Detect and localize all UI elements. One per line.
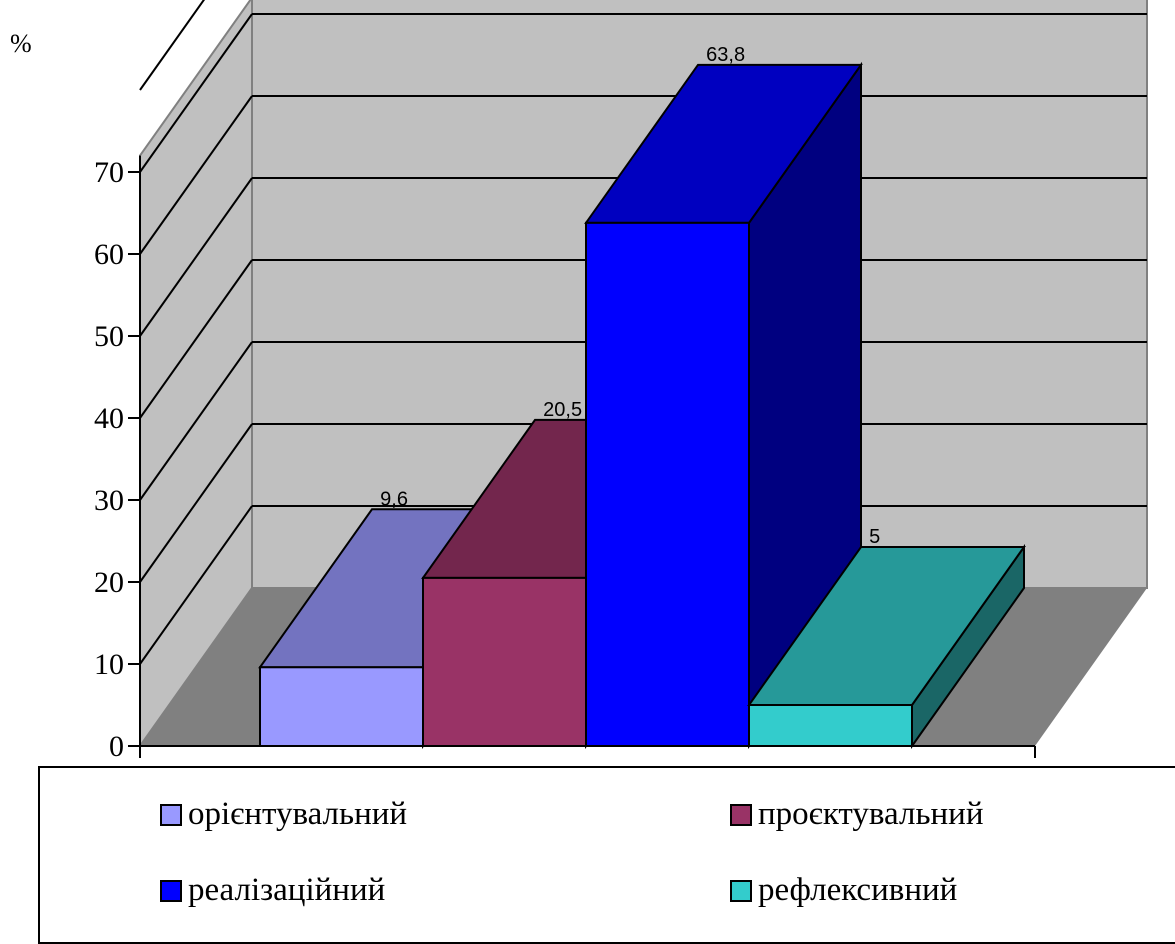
y-axis: 0 10 20 30 40 50 60 70	[94, 155, 1036, 763]
legend-item-0: орієнтувальний	[160, 796, 407, 833]
bar	[422, 576, 587, 748]
side-gridline	[139, 13, 253, 173]
legend-swatch-2	[160, 879, 182, 902]
legend: орієнтувальний проєктувальний реалізацій…	[38, 766, 1175, 944]
side-gridline	[139, 423, 253, 583]
y-tick-label: 70	[94, 156, 124, 189]
side-gridline	[139, 0, 206, 91]
y-tick-label: 20	[94, 566, 124, 599]
legend-item-3: рефлексивний	[730, 872, 957, 909]
bar	[259, 666, 424, 748]
chart: 9,6 20,5 63,8 5 0 10 20 30 40 50 60 70 %	[10, 0, 1148, 763]
bars: 9,6 20,5 63,8 5	[258, 44, 1026, 750]
data-label: 63,8	[706, 44, 745, 66]
legend-swatch-0	[160, 803, 182, 826]
legend-label-2: реалізаційний	[188, 872, 386, 908]
y-tick-label: 0	[109, 730, 124, 763]
data-label: 9,6	[380, 488, 408, 510]
legend-item-2: реалізаційний	[160, 872, 385, 909]
y-tick-label: 30	[94, 484, 124, 517]
y-tick-label: 10	[94, 648, 124, 681]
side-gridline	[139, 177, 253, 337]
legend-swatch-3	[730, 879, 752, 902]
data-label: 5	[869, 526, 880, 548]
y-axis-unit: %	[10, 29, 32, 58]
y-tick-label: 50	[94, 320, 124, 353]
legend-label-3: рефлексивний	[758, 872, 958, 908]
legend-label-1: проєктувальний	[758, 796, 984, 832]
bar	[585, 221, 750, 747]
y-tick-label: 40	[94, 402, 124, 435]
y-tick-label: 60	[94, 238, 124, 271]
legend-item-1: проєктувальний	[730, 796, 984, 833]
bar	[748, 704, 913, 747]
side-gridline	[139, 341, 253, 501]
legend-swatch-1	[730, 803, 752, 826]
side-gridline	[139, 95, 253, 255]
data-label: 20,5	[543, 399, 582, 421]
side-gridline	[139, 505, 253, 665]
side-gridline	[139, 259, 253, 419]
legend-label-0: орієнтувальний	[188, 796, 408, 832]
